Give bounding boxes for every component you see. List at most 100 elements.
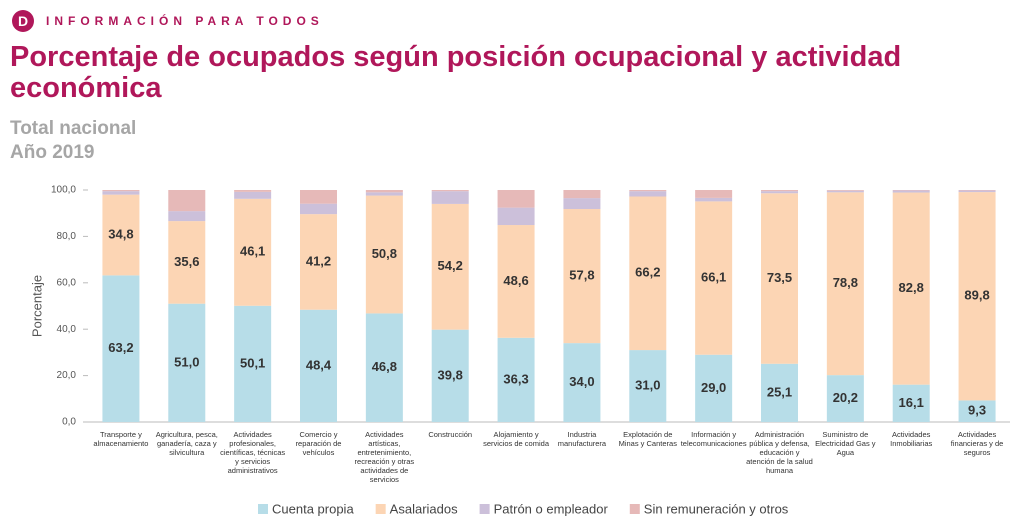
data-label: 20,2 bbox=[833, 390, 858, 405]
bar-segment bbox=[431, 203, 469, 330]
data-label: 34,8 bbox=[108, 226, 133, 241]
bar-segment bbox=[365, 195, 403, 314]
bar-segment bbox=[168, 190, 206, 212]
x-tick-label: Actividades profesionales, científicas, … bbox=[220, 430, 286, 475]
data-label: 63,2 bbox=[108, 340, 133, 355]
bar-segment bbox=[497, 337, 535, 422]
x-tick-label: Actividades financieras y de seguros bbox=[950, 430, 1004, 457]
y-tick-label: 80,0 bbox=[57, 231, 77, 242]
bar-segment bbox=[958, 400, 996, 422]
data-label: 34,0 bbox=[569, 374, 594, 389]
bar-segment bbox=[234, 305, 272, 422]
subtitle: Total nacional bbox=[10, 118, 137, 139]
logo: D bbox=[12, 10, 34, 32]
data-label: 36,3 bbox=[503, 371, 528, 386]
data-label: 54,2 bbox=[438, 258, 463, 273]
legend-swatch bbox=[258, 504, 268, 514]
data-label: 50,8 bbox=[372, 246, 397, 261]
x-tick-label: Transporte y almacenamiento bbox=[93, 430, 149, 448]
bar-segment bbox=[761, 190, 798, 192]
bar-segment bbox=[892, 384, 930, 422]
bar-segment bbox=[892, 190, 930, 193]
bar-segment bbox=[695, 190, 733, 198]
data-label: 46,1 bbox=[240, 244, 265, 259]
bar-segment bbox=[695, 197, 733, 202]
bar-segment bbox=[629, 191, 667, 197]
subtitle: Año 2019 bbox=[10, 142, 95, 163]
bar-segment bbox=[563, 198, 601, 210]
x-tick-label: Suministro de Electricidad Gas y Agua bbox=[815, 430, 876, 457]
bar-segment bbox=[234, 198, 272, 306]
y-tick-label: 60,0 bbox=[57, 277, 77, 288]
bar-segment bbox=[826, 375, 864, 422]
x-tick-label: Industria manufacturera bbox=[557, 430, 607, 448]
bar-segment bbox=[102, 191, 140, 195]
data-label: 89,8 bbox=[964, 288, 989, 303]
legend-label: Patrón o empleador bbox=[494, 501, 609, 516]
bar-segment bbox=[826, 190, 864, 193]
bar-segment bbox=[234, 191, 272, 199]
bar-segment bbox=[695, 201, 733, 355]
x-tick-label: Alojamiento y servicios de comida bbox=[483, 430, 549, 448]
bar-segment bbox=[761, 191, 798, 194]
bar-segment bbox=[826, 192, 864, 376]
data-label: 41,2 bbox=[306, 253, 331, 268]
x-tick-label: Agricultura, pesca, ganadería, caza y si… bbox=[155, 430, 218, 457]
bar-segment bbox=[958, 190, 996, 193]
data-label: 57,8 bbox=[569, 268, 594, 283]
bar-segment bbox=[563, 343, 601, 422]
x-tick-label: Explotación de Minas y Canteras bbox=[618, 430, 677, 448]
bar-segment bbox=[497, 225, 535, 338]
data-label: 48,6 bbox=[503, 273, 528, 288]
header: INFORMACIÓN PARA TODOS bbox=[46, 14, 324, 28]
x-tick-label: Comercio y reparación de vehículos bbox=[295, 430, 342, 457]
bar-segment bbox=[300, 203, 337, 215]
bar-segment bbox=[365, 192, 403, 196]
bar-segment bbox=[168, 303, 206, 422]
data-label: 48,4 bbox=[306, 357, 332, 372]
bar-segment bbox=[234, 190, 272, 192]
bar-segment bbox=[102, 190, 140, 192]
bar-segment bbox=[102, 275, 140, 422]
data-label: 82,8 bbox=[899, 280, 924, 295]
data-label: 16,1 bbox=[899, 395, 924, 410]
bar-segment bbox=[629, 350, 667, 422]
x-tick-label: Administración pública y defensa, educac… bbox=[746, 430, 813, 475]
data-label: 46,8 bbox=[372, 359, 397, 374]
bar-segment bbox=[497, 190, 535, 208]
bar-segment bbox=[629, 190, 667, 192]
chart-title: Porcentaje de ocupados según posición oc… bbox=[10, 41, 902, 104]
bar-segment bbox=[563, 209, 601, 344]
data-label: 31,0 bbox=[635, 377, 660, 392]
bar-segment bbox=[300, 309, 337, 422]
bar-segment bbox=[300, 214, 337, 310]
data-label: 29,0 bbox=[701, 380, 726, 395]
legend-label: Asalariados bbox=[390, 501, 458, 516]
bar-segment bbox=[365, 313, 403, 422]
data-label: 35,6 bbox=[174, 254, 199, 269]
legend-label: Cuenta propia bbox=[272, 501, 354, 516]
bar-segment bbox=[826, 190, 864, 191]
bar-segment bbox=[761, 193, 798, 364]
bar-segment bbox=[629, 196, 667, 351]
bar-segment bbox=[431, 191, 469, 204]
x-tick-label: Actividades artísticas, entretenimiento,… bbox=[354, 430, 415, 484]
x-tick-label: Construcción bbox=[428, 430, 473, 439]
bar-segment bbox=[563, 190, 601, 199]
data-label: 73,5 bbox=[767, 270, 792, 285]
data-label: 9,3 bbox=[968, 403, 986, 418]
y-tick-label: 100,0 bbox=[51, 185, 76, 196]
bar-segment bbox=[892, 192, 930, 385]
y-tick-label: 40,0 bbox=[57, 324, 77, 335]
bar-segment bbox=[497, 207, 535, 226]
y-axis-label: Porcentaje bbox=[29, 275, 44, 337]
bar-segment bbox=[431, 190, 469, 192]
legend-swatch bbox=[629, 504, 640, 514]
data-label: 25,1 bbox=[767, 384, 792, 399]
bar-segment bbox=[300, 190, 337, 204]
data-label: 78,8 bbox=[833, 275, 858, 290]
bar-segment bbox=[102, 194, 140, 276]
y-tick-label: 20,0 bbox=[57, 370, 77, 381]
bar-segment bbox=[168, 211, 206, 222]
bar-segment bbox=[761, 363, 798, 422]
